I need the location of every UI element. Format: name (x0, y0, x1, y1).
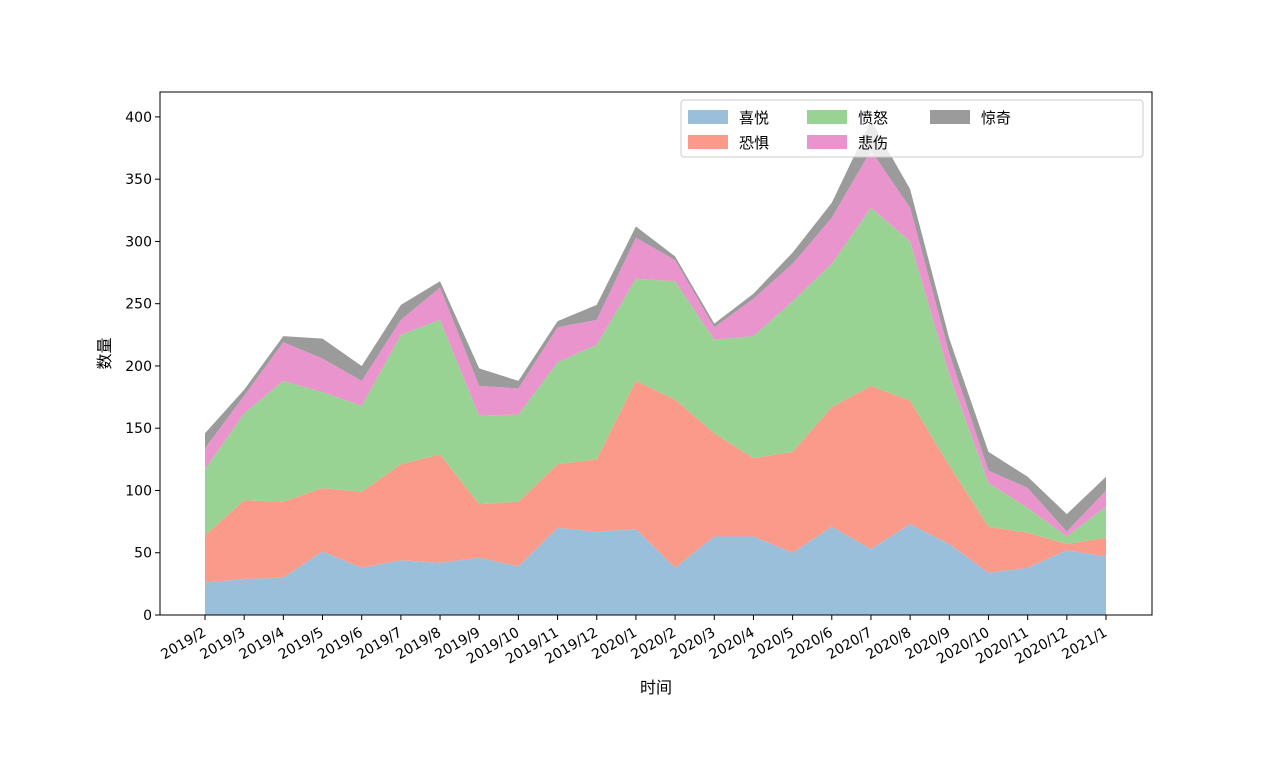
y-tick-label: 100 (125, 483, 152, 499)
y-tick-label: 300 (125, 234, 152, 250)
legend-swatch (807, 110, 847, 124)
y-axis-label: 数量 (95, 337, 114, 369)
y-tick-label: 0 (143, 608, 152, 624)
y-tick-label: 350 (125, 172, 152, 188)
legend-label: 惊奇 (981, 109, 1011, 127)
area-series-0 (205, 524, 1106, 615)
area-series-2 (205, 207, 1106, 545)
legend-box (680, 99, 1144, 158)
area-layers (205, 120, 1106, 615)
legend-swatch (807, 135, 847, 149)
legend-label: 喜悦 (739, 109, 769, 127)
x-tick-label: 2021/1 (1059, 625, 1110, 663)
legend-swatch (930, 110, 970, 124)
y-axis: 0 50 100 150 200 250 300 350 400 (125, 110, 160, 624)
legend-swatch (688, 135, 728, 149)
plot-frame (159, 91, 1153, 616)
y-tick-label: 50 (134, 546, 152, 562)
legend-label: 恐惧 (739, 134, 769, 152)
x-axis: 2019/22019/32019/42019/52019/62019/72019… (158, 615, 1110, 668)
y-tick-label: 200 (125, 359, 152, 375)
y-tick-label: 150 (125, 421, 152, 437)
x-axis-label: 时间 (640, 678, 672, 697)
area-series-3 (205, 150, 1106, 537)
y-tick-label: 250 (125, 297, 152, 313)
legend-swatch (688, 110, 728, 124)
area-series-1 (205, 380, 1106, 583)
legend-label: 悲伤 (858, 134, 888, 152)
y-tick-label: 400 (125, 110, 152, 126)
legend-label: 愤怒 (858, 109, 888, 127)
